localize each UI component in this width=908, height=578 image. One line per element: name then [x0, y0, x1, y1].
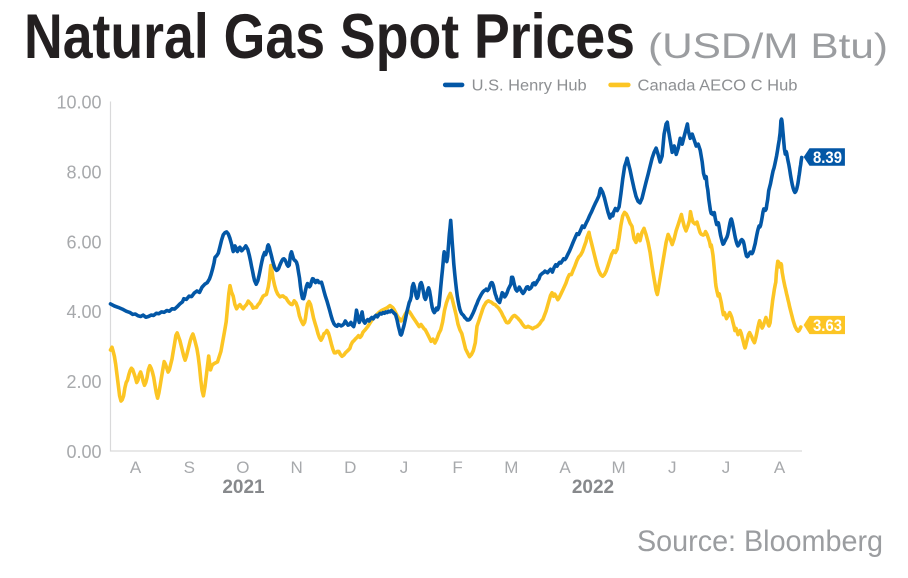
svg-text:2021: 2021 [222, 477, 265, 498]
svg-text:A: A [774, 458, 786, 477]
svg-text:A: A [559, 458, 571, 477]
svg-text:(USD/M Btu): (USD/M Btu) [648, 27, 888, 66]
svg-text:U.S. Henry Hub: U.S. Henry Hub [472, 78, 587, 95]
svg-text:N: N [290, 458, 302, 477]
svg-text:8.00: 8.00 [66, 162, 101, 182]
svg-text:8.39: 8.39 [813, 149, 842, 167]
svg-text:Canada AECO C Hub: Canada AECO C Hub [638, 78, 798, 95]
svg-text:J: J [400, 458, 409, 477]
svg-text:D: D [344, 458, 356, 477]
svg-text:6.00: 6.00 [66, 232, 101, 252]
svg-text:M: M [504, 458, 518, 477]
svg-text:J: J [722, 458, 731, 477]
svg-text:10.00: 10.00 [56, 93, 101, 113]
svg-text:O: O [236, 458, 249, 477]
svg-text:A: A [130, 458, 142, 477]
svg-text:Source: Bloomberg: Source: Bloomberg [637, 525, 883, 558]
svg-text:2022: 2022 [572, 477, 614, 498]
svg-text:0.00: 0.00 [66, 442, 101, 462]
svg-text:F: F [452, 458, 462, 477]
svg-text:3.63: 3.63 [813, 317, 842, 335]
svg-text:4.00: 4.00 [66, 302, 101, 322]
svg-text:S: S [184, 458, 195, 477]
svg-text:J: J [668, 458, 677, 477]
svg-text:Natural Gas Spot Prices: Natural Gas Spot Prices [24, 2, 635, 72]
svg-text:2.00: 2.00 [66, 372, 101, 392]
svg-text:M: M [612, 458, 626, 477]
